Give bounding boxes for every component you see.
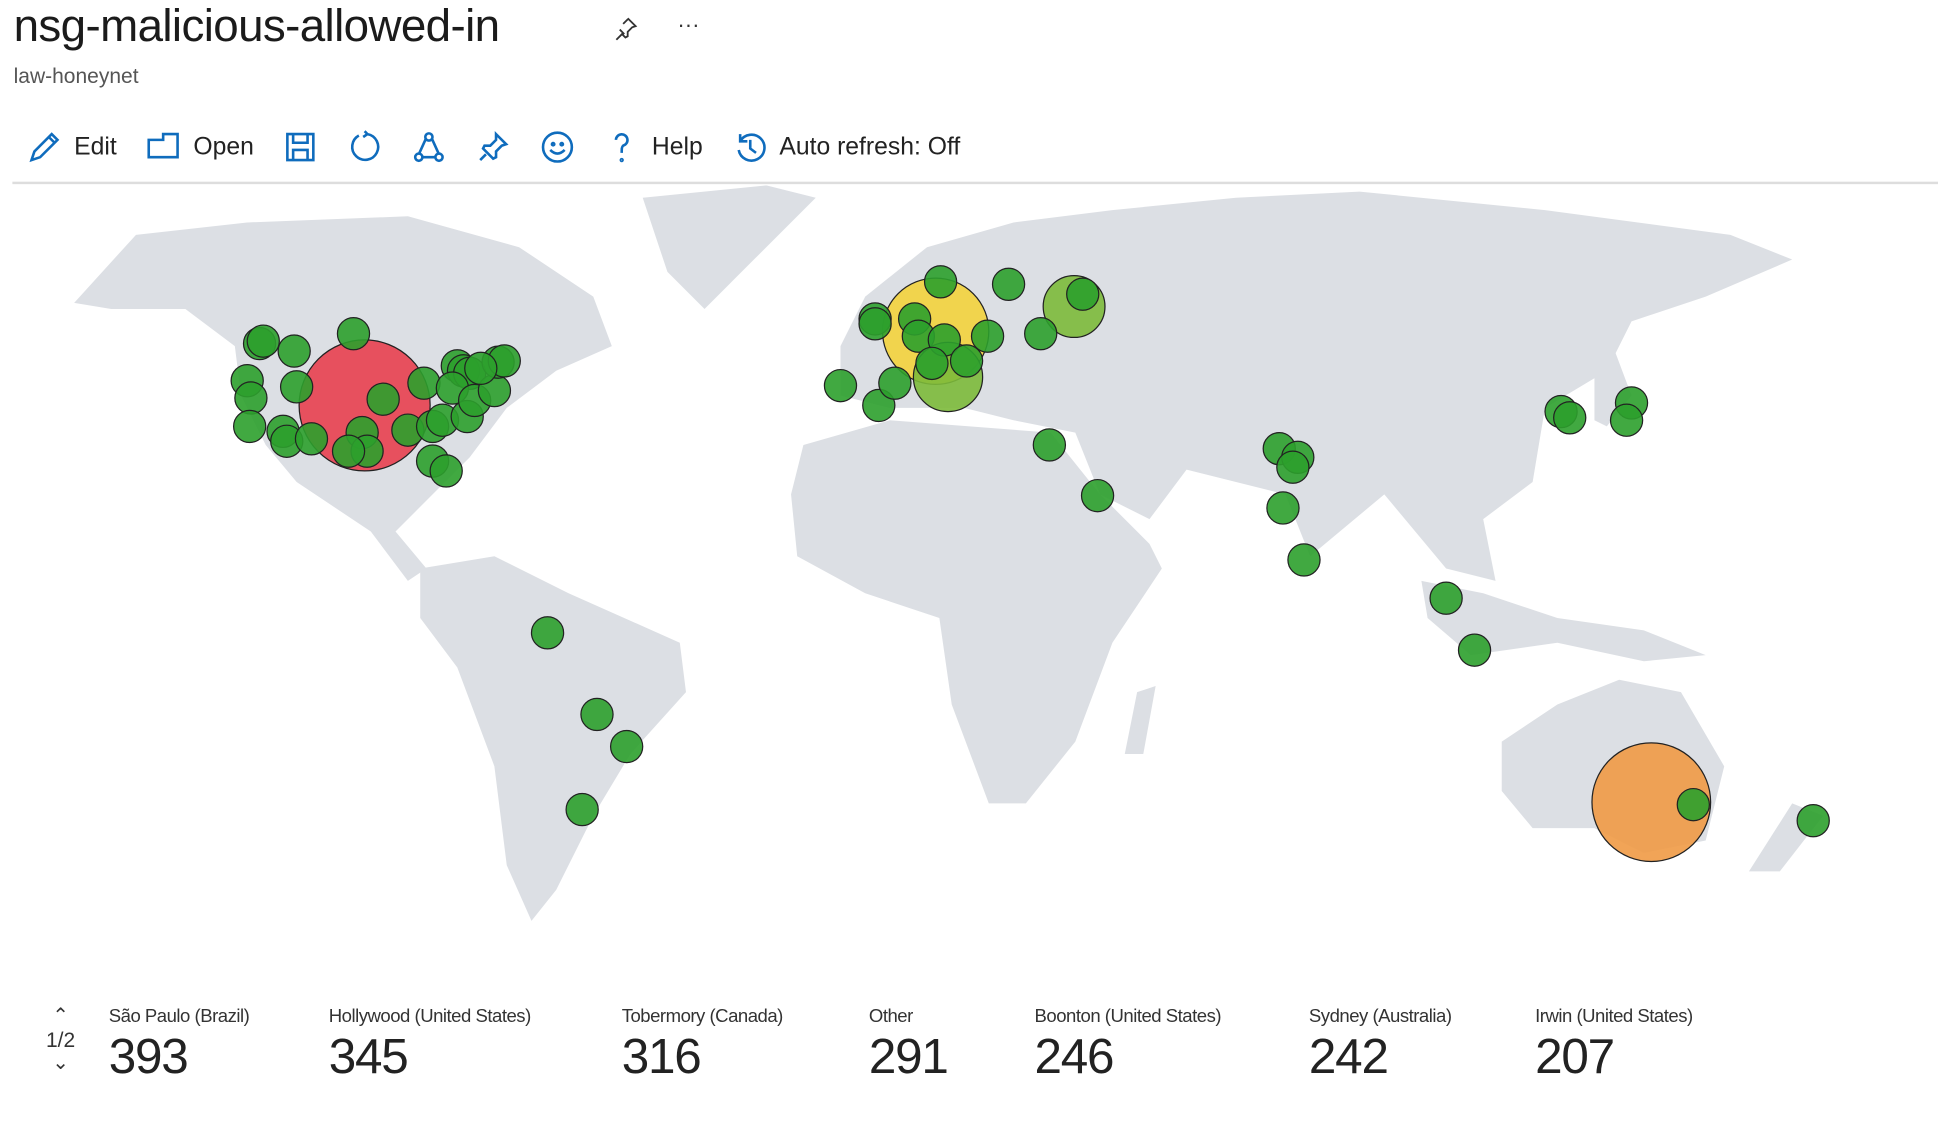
legend-value: 291 xyxy=(868,1029,949,1084)
location-bubble[interactable] xyxy=(366,382,400,416)
location-bubble[interactable] xyxy=(232,409,267,444)
pin-button[interactable] xyxy=(476,130,511,165)
legend-value: 207 xyxy=(1535,1029,1615,1084)
share-button[interactable] xyxy=(412,130,447,165)
location-bubble[interactable] xyxy=(1080,478,1115,513)
location-bubble[interactable] xyxy=(1276,450,1310,484)
divider xyxy=(12,181,1938,185)
legend-label: Hollywood (United States) xyxy=(328,1006,531,1028)
legend-value: 316 xyxy=(621,1029,702,1084)
bubble-layer xyxy=(230,265,1830,863)
location-bubble[interactable] xyxy=(1429,581,1463,615)
legend-label: Sydney (Australia) xyxy=(1308,1006,1452,1028)
location-bubble[interactable] xyxy=(277,334,311,368)
location-bubble[interactable] xyxy=(336,317,371,351)
smiley-icon xyxy=(542,131,574,163)
refresh-icon xyxy=(351,130,380,162)
legend-item[interactable]: Hollywood (United States) 345 xyxy=(329,1006,531,1085)
page-indicator: 1/2 xyxy=(45,1028,76,1052)
share-icon xyxy=(414,132,445,163)
location-bubble[interactable] xyxy=(429,454,463,488)
legend-value: 345 xyxy=(328,1029,409,1084)
auto-refresh-label: Auto refresh: Off xyxy=(779,132,961,161)
open-label: Open xyxy=(193,132,254,161)
pin-icon[interactable] xyxy=(612,15,639,50)
location-bubble[interactable] xyxy=(858,307,892,341)
legend-value: 393 xyxy=(108,1029,189,1084)
location-bubble[interactable] xyxy=(1266,491,1300,525)
pencil-icon xyxy=(29,132,60,163)
location-bubble[interactable] xyxy=(234,381,268,415)
legend-pager: ⌃ 1/2 ⌄ xyxy=(42,1006,79,1075)
location-bubble[interactable] xyxy=(1287,543,1321,577)
help-button[interactable]: Help xyxy=(605,130,703,165)
location-bubble[interactable] xyxy=(923,265,958,299)
location-bubble[interactable] xyxy=(1609,403,1644,437)
feedback-button[interactable] xyxy=(541,130,576,165)
chevron-down-icon[interactable]: ⌄ xyxy=(52,1053,69,1075)
edit-button[interactable]: Edit xyxy=(27,130,117,165)
location-bubble[interactable] xyxy=(970,319,1005,353)
location-bubble[interactable] xyxy=(246,324,280,358)
question-icon xyxy=(615,133,630,163)
legend-label: Other xyxy=(868,1006,913,1028)
location-bubble[interactable] xyxy=(878,366,912,400)
legend-label: São Paulo (Brazil) xyxy=(108,1006,250,1028)
edit-label: Edit xyxy=(74,132,117,161)
refresh-button[interactable] xyxy=(348,130,383,165)
land-indonesia xyxy=(1421,580,1706,662)
location-bubble[interactable] xyxy=(1457,633,1492,667)
legend-item[interactable]: Boonton (United States) 246 xyxy=(1035,1006,1222,1085)
location-bubble[interactable] xyxy=(1032,428,1067,462)
folder-icon xyxy=(148,132,180,159)
toolbar: Edit Open Help Auto refresh: Off xyxy=(27,126,990,168)
location-bubble[interactable] xyxy=(823,368,858,403)
help-label: Help xyxy=(651,132,703,161)
world-map[interactable] xyxy=(0,185,1938,988)
legend-value: 246 xyxy=(1034,1029,1115,1084)
save-button[interactable] xyxy=(284,130,319,165)
location-bubble[interactable] xyxy=(949,344,984,378)
land-africa xyxy=(791,420,1162,804)
more-options-button[interactable]: ··· xyxy=(677,12,700,38)
location-bubble[interactable] xyxy=(530,616,565,650)
location-bubble[interactable] xyxy=(609,729,644,764)
pin-icon xyxy=(479,130,510,161)
land-madagascar xyxy=(1124,685,1156,754)
legend: ⌃ 1/2 ⌄ São Paulo (Brazil) 393 Hollywood … xyxy=(0,1001,1938,1100)
legend-label: Boonton (United States) xyxy=(1034,1006,1222,1028)
legend-item[interactable]: Sydney (Australia) 242 xyxy=(1309,1006,1452,1085)
page-title: nsg-malicious-allowed-in xyxy=(13,0,501,51)
location-bubble[interactable] xyxy=(294,422,329,456)
location-bubble[interactable] xyxy=(1024,317,1058,351)
location-bubble[interactable] xyxy=(580,697,614,732)
legend-item[interactable]: Irwin (United States) 207 xyxy=(1535,1006,1693,1085)
location-bubble[interactable] xyxy=(565,792,599,827)
legend-item[interactable]: Tobermory (Canada) 316 xyxy=(621,1006,784,1085)
open-button[interactable]: Open xyxy=(146,130,254,165)
legend-value: 242 xyxy=(1308,1029,1389,1084)
chevron-up-icon[interactable]: ⌃ xyxy=(52,1006,69,1028)
location-bubble[interactable] xyxy=(1796,804,1830,838)
location-bubble[interactable] xyxy=(1553,401,1587,435)
location-bubble[interactable] xyxy=(464,351,498,386)
location-bubble[interactable] xyxy=(331,434,366,468)
location-bubble-large[interactable] xyxy=(1591,742,1712,863)
location-bubble[interactable] xyxy=(407,366,441,400)
land-greenland xyxy=(642,185,816,309)
legend-item[interactable]: Other 291 xyxy=(868,1006,949,1085)
location-bubble[interactable] xyxy=(915,346,949,381)
location-bubble[interactable] xyxy=(991,267,1026,301)
legend-label: Irwin (United States) xyxy=(1535,1006,1693,1028)
workspace-name: law-honeynet xyxy=(13,64,139,88)
save-icon xyxy=(286,132,316,162)
location-bubble[interactable] xyxy=(1066,277,1100,311)
land-south-america xyxy=(420,556,686,921)
location-bubble[interactable] xyxy=(1676,787,1711,822)
auto-refresh-button[interactable]: Auto refresh: Off xyxy=(732,130,960,165)
history-icon xyxy=(736,133,766,162)
legend-label: Tobermory (Canada) xyxy=(621,1006,784,1028)
legend-item[interactable]: São Paulo (Brazil) 393 xyxy=(109,1006,250,1085)
location-bubble[interactable] xyxy=(279,370,314,404)
